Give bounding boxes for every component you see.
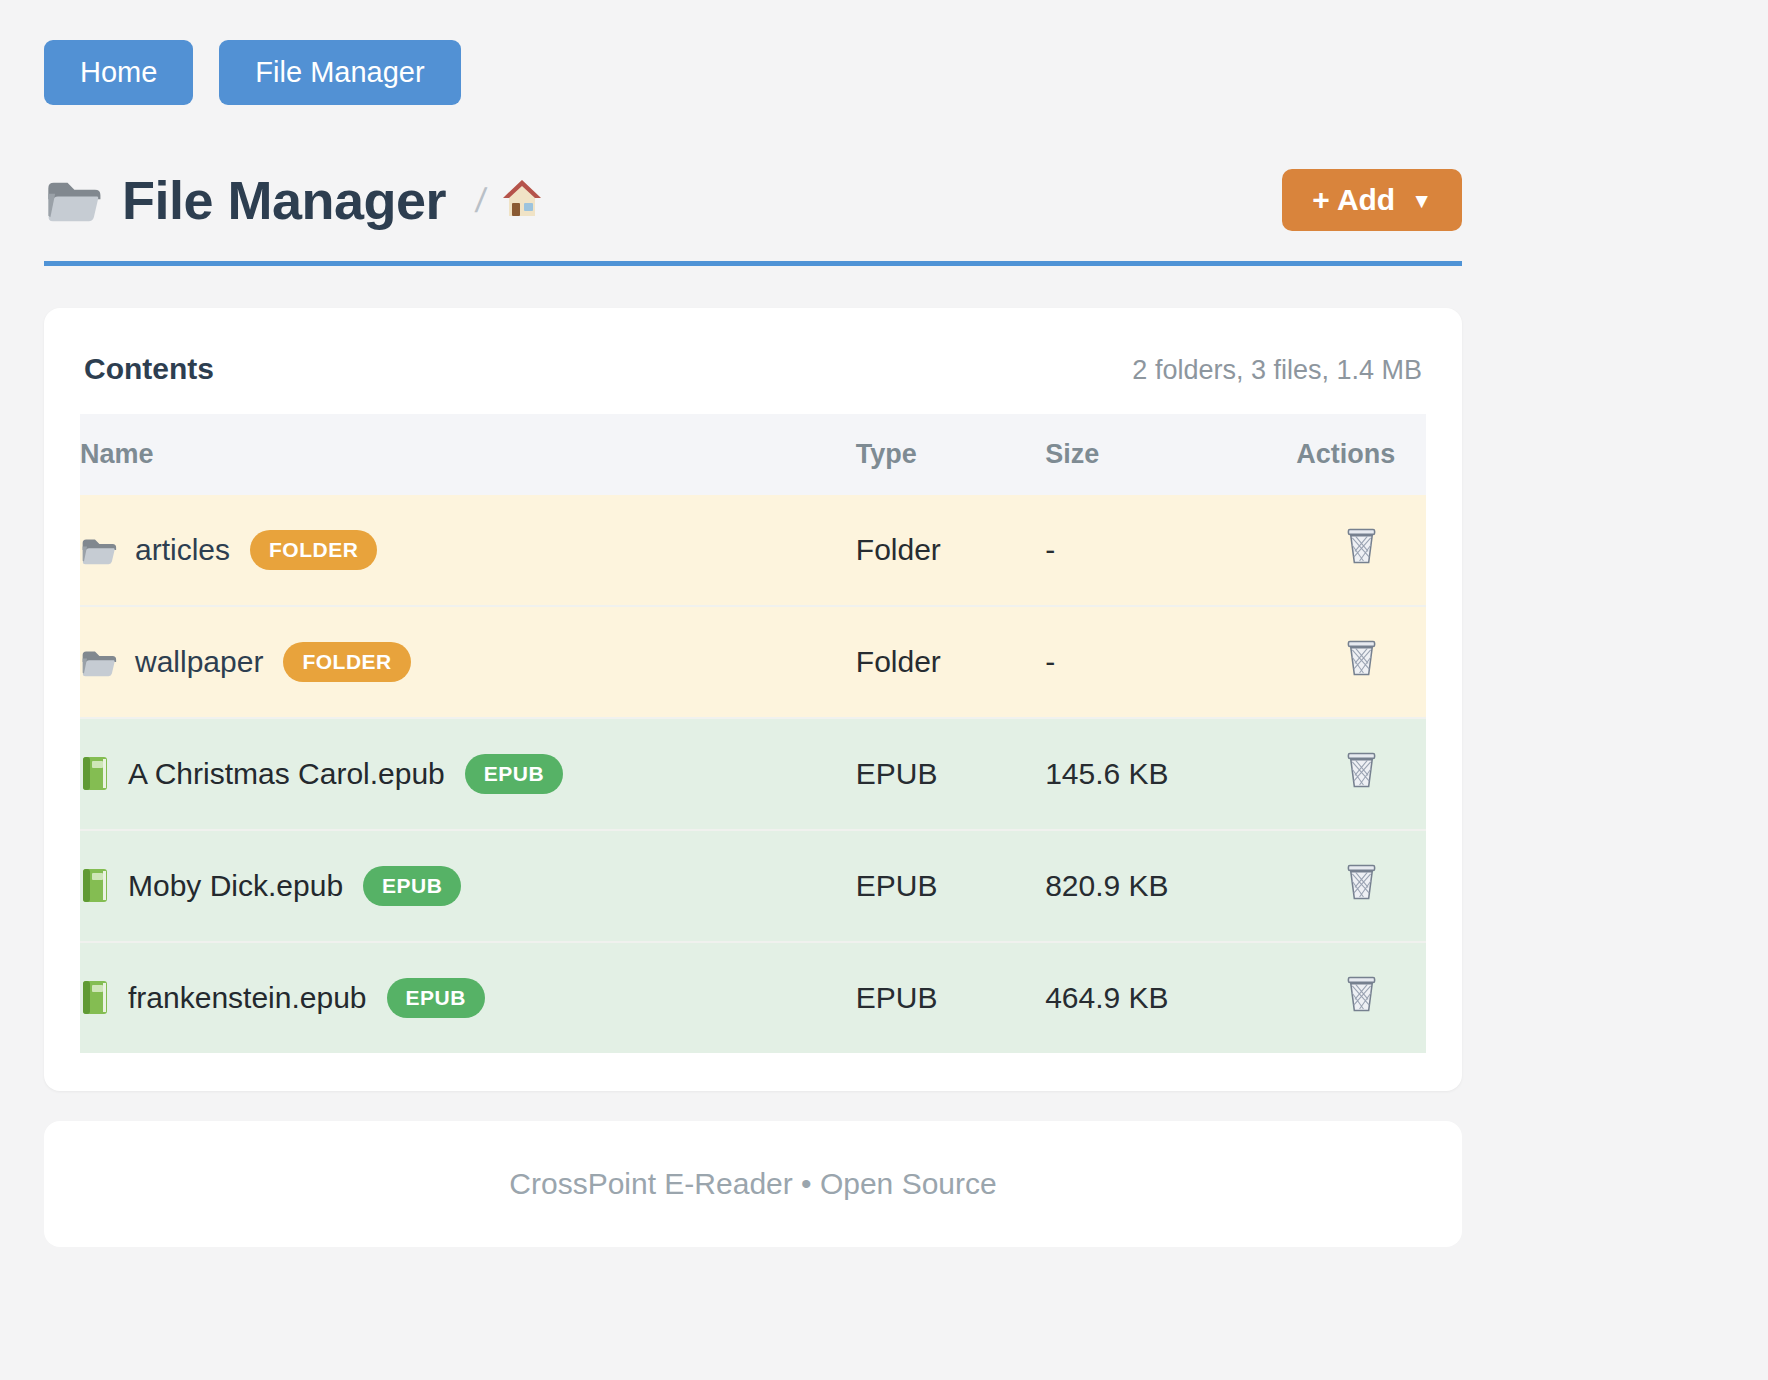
column-header-actions: Actions (1296, 414, 1426, 495)
table-row: articles FOLDER Folder - (80, 495, 1426, 606)
type-badge: EPUB (387, 978, 485, 1018)
delete-button[interactable] (1346, 640, 1377, 680)
caret-down-icon: ▼ (1411, 190, 1432, 211)
breadcrumb: / (476, 179, 541, 221)
size-cell: 820.9 KB (1045, 830, 1296, 942)
trash-icon (1346, 528, 1377, 568)
size-cell: - (1045, 495, 1296, 606)
file-link[interactable]: Moby Dick.epub (128, 869, 343, 903)
type-badge: FOLDER (283, 642, 410, 682)
contents-card-header: Contents 2 folders, 3 files, 1.4 MB (80, 352, 1426, 386)
size-cell: 464.9 KB (1045, 942, 1296, 1053)
add-button-label: + Add (1312, 183, 1395, 217)
type-cell: Folder (856, 495, 1045, 606)
green-book-icon (80, 980, 110, 1016)
type-badge: EPUB (363, 866, 461, 906)
table-row: frankenstein.epub EPUB EPUB 464.9 KB (80, 942, 1426, 1053)
green-book-icon (80, 756, 110, 792)
column-header-name: Name (80, 414, 856, 495)
table-row: A Christmas Carol.epub EPUB EPUB 145.6 K… (80, 718, 1426, 830)
folder-link[interactable]: wallpaper (135, 645, 263, 679)
type-cell: EPUB (856, 942, 1045, 1053)
contents-card: Contents 2 folders, 3 files, 1.4 MB Name… (44, 308, 1462, 1091)
green-book-icon (80, 868, 110, 904)
top-nav: Home File Manager (44, 40, 1462, 105)
delete-button[interactable] (1346, 864, 1377, 904)
table-row: Moby Dick.epub EPUB EPUB 820.9 KB (80, 830, 1426, 942)
home-button[interactable]: Home (44, 40, 193, 105)
footer-card: CrossPoint E-Reader • Open Source (44, 1121, 1462, 1247)
page: Home File Manager File Manager / + Add ▼ (0, 0, 1462, 1247)
file-link[interactable]: A Christmas Carol.epub (128, 757, 445, 791)
breadcrumb-home-link[interactable] (502, 179, 542, 221)
folder-link[interactable]: articles (135, 533, 230, 567)
trash-icon (1346, 864, 1377, 904)
trash-icon (1346, 752, 1377, 792)
home-icon (502, 179, 542, 221)
type-cell: Folder (856, 606, 1045, 718)
folder-icon (44, 176, 102, 224)
contents-summary: 2 folders, 3 files, 1.4 MB (1132, 355, 1422, 386)
column-header-size: Size (1045, 414, 1296, 495)
trash-icon (1346, 640, 1377, 680)
size-cell: - (1045, 606, 1296, 718)
file-manager-button[interactable]: File Manager (219, 40, 460, 105)
trash-icon (1346, 976, 1377, 1016)
file-table: Name Type Size Actions articles FOLDER (80, 414, 1426, 1053)
page-title: File Manager (122, 169, 446, 231)
delete-button[interactable] (1346, 528, 1377, 568)
type-badge: EPUB (465, 754, 563, 794)
delete-button[interactable] (1346, 976, 1377, 1016)
file-link[interactable]: frankenstein.epub (128, 981, 367, 1015)
type-cell: EPUB (856, 830, 1045, 942)
page-header: File Manager / + Add ▼ (44, 169, 1462, 231)
breadcrumb-separator: / (473, 181, 488, 220)
folder-icon (80, 647, 117, 678)
title-divider (44, 261, 1462, 266)
type-cell: EPUB (856, 718, 1045, 830)
table-header-row: Name Type Size Actions (80, 414, 1426, 495)
footer-text: CrossPoint E-Reader • Open Source (509, 1167, 996, 1200)
table-row: wallpaper FOLDER Folder - (80, 606, 1426, 718)
column-header-type: Type (856, 414, 1045, 495)
delete-button[interactable] (1346, 752, 1377, 792)
type-badge: FOLDER (250, 530, 377, 570)
size-cell: 145.6 KB (1045, 718, 1296, 830)
contents-heading: Contents (84, 352, 214, 386)
add-button[interactable]: + Add ▼ (1282, 169, 1462, 231)
folder-icon (80, 535, 117, 566)
title-group: File Manager / (44, 169, 542, 231)
